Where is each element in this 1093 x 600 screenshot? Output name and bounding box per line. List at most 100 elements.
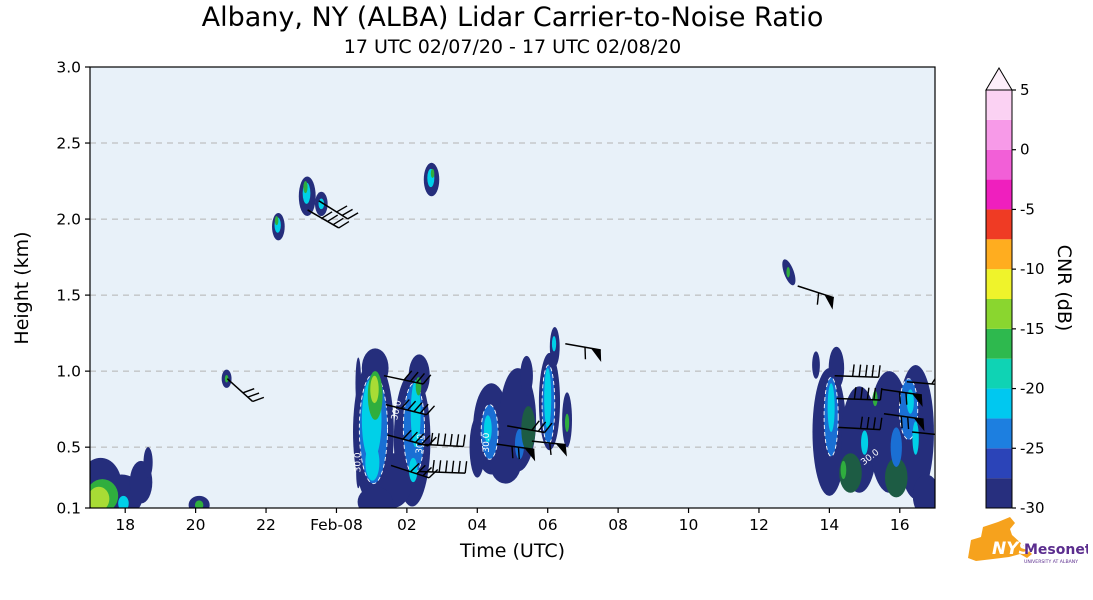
colorbar-segment <box>986 149 1012 180</box>
colorbar-segment <box>986 328 1012 359</box>
wind-barb <box>387 429 437 447</box>
wind-barb-feather <box>431 459 435 473</box>
colorbar-segment <box>986 478 1012 508</box>
x-axis-label: Time (UTC) <box>459 540 566 562</box>
wind-barb-flag <box>911 393 923 407</box>
cnr-blob <box>357 486 393 508</box>
cnr-blob <box>356 457 361 489</box>
wind-barb <box>912 426 955 436</box>
x-tick-label: 12 <box>749 516 769 534</box>
cnr-blob <box>483 415 492 443</box>
wind-barb-feather <box>400 399 410 409</box>
wind-barb-feather <box>438 460 442 473</box>
wind-barb-feather <box>443 433 447 446</box>
colorbar-segment <box>986 448 1012 479</box>
wind-barb-feather <box>879 417 883 430</box>
wind-barb-feather <box>464 461 468 474</box>
wind-barb-staff <box>383 374 424 385</box>
wind-barb-feather <box>934 433 935 435</box>
wind-barb-staff <box>390 464 430 479</box>
wind-barb-feather <box>537 421 547 432</box>
wind-barb-feather <box>415 433 425 443</box>
colorbar-border <box>985 89 1013 509</box>
colorbar-tick-label: -20 <box>1020 380 1045 398</box>
wind-barb-feather <box>898 391 902 404</box>
colorbar-segment <box>986 269 1012 299</box>
wind-barb-feather <box>422 374 432 385</box>
wind-barb-staff <box>385 403 427 416</box>
x-tick-label: 08 <box>608 516 628 534</box>
y-tick-label: 2.0 <box>56 211 81 229</box>
wind-barb-feather <box>413 402 423 413</box>
wind-barb-staff <box>496 443 535 451</box>
x-tick-label: 20 <box>186 516 206 534</box>
cnr-blob <box>365 444 380 481</box>
wind-barb-flag <box>913 417 925 432</box>
wind-barb-feather <box>407 400 417 411</box>
wind-barb <box>419 459 468 474</box>
cnr-blob <box>489 441 522 484</box>
wind-barb-feather <box>853 387 857 400</box>
colorbar-segment <box>986 239 1012 270</box>
colorbar-segment <box>986 119 1012 150</box>
colorbar-tick-label: 0 <box>1020 141 1030 159</box>
wind-barb-feather <box>948 426 955 436</box>
wind-barb-feather <box>549 442 552 455</box>
cnr-blob <box>786 266 790 278</box>
wind-barb <box>318 200 359 220</box>
wind-barb-staff <box>834 374 879 378</box>
wind-barb-feather <box>451 460 455 473</box>
cnr-blob <box>912 421 919 455</box>
colorbar-segment <box>986 90 1012 120</box>
wind-barb-staff <box>318 200 349 220</box>
wind-barb-feather <box>866 387 870 400</box>
wind-barb-staff <box>882 388 922 396</box>
wind-barb-feather <box>428 468 439 479</box>
x-tick-label: 18 <box>115 516 135 534</box>
wind-barb-feather <box>416 373 426 384</box>
wind-barb-feather <box>900 416 903 429</box>
wind-barb-staff <box>565 343 601 351</box>
wind-barb-feather <box>421 434 431 445</box>
wind-barb-feather <box>444 460 448 473</box>
wind-barb <box>838 416 883 431</box>
cnr-blob <box>354 412 360 452</box>
wind-barb <box>226 378 265 403</box>
cnr-blob <box>224 374 229 383</box>
cnr-blob <box>520 355 533 396</box>
cnr-blob <box>827 383 835 432</box>
cnr-blob <box>551 336 557 352</box>
colorbar-tick-label: -25 <box>1020 439 1045 457</box>
wind-barb <box>383 370 432 385</box>
wind-barb <box>906 375 952 385</box>
wind-barb-feather <box>931 377 935 385</box>
cnr-blob <box>118 495 129 508</box>
wind-barb-feather <box>449 433 453 446</box>
wind-barb <box>834 364 881 378</box>
wind-barb-feather <box>416 464 426 475</box>
wind-barb-feather <box>332 217 344 226</box>
wind-barb-staff <box>912 431 935 436</box>
colorbar-label: CNR (dB) <box>1053 244 1075 332</box>
wind-barb-flag <box>590 348 602 363</box>
wind-barb <box>565 343 602 363</box>
wind-barb-feather <box>247 392 260 398</box>
wind-barb-feather <box>408 431 418 442</box>
wind-barb-flag <box>824 294 834 310</box>
wind-barb-feather <box>945 375 952 385</box>
x-tick-label: 06 <box>538 516 558 534</box>
cnr-blob <box>410 380 421 448</box>
wind-barb <box>797 285 835 310</box>
wind-barb-staff <box>417 443 464 448</box>
wind-barb-feather <box>860 387 864 400</box>
x-tick-label: 14 <box>820 516 840 534</box>
x-tick-label: 10 <box>679 516 699 534</box>
ny-state-shape-icon <box>968 517 1032 561</box>
wind-barb-feather <box>409 371 419 382</box>
colorbar-segment <box>986 388 1012 419</box>
wind-barb-feather <box>859 416 864 429</box>
wind-barb-feather <box>457 460 461 473</box>
colorbar-segment <box>986 358 1012 389</box>
